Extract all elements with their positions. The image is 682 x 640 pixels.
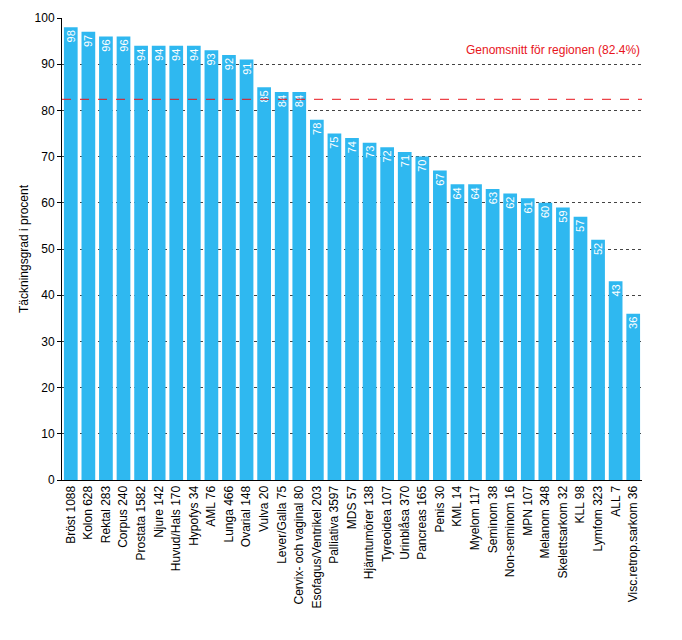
- svg-text:MDS 57: MDS 57: [345, 485, 359, 529]
- svg-text:100: 100: [35, 11, 55, 25]
- svg-text:AML 76: AML 76: [204, 485, 218, 526]
- svg-text:93: 93: [205, 53, 217, 65]
- svg-text:10: 10: [41, 427, 55, 441]
- svg-text:Skelettsarkom 32: Skelettsarkom 32: [556, 485, 570, 578]
- svg-text:Prostata 1582: Prostata 1582: [134, 485, 148, 560]
- svg-text:62: 62: [504, 197, 516, 209]
- svg-text:78: 78: [311, 123, 323, 135]
- svg-text:Hjärntumörer 138: Hjärntumörer 138: [362, 485, 376, 579]
- svg-text:96: 96: [118, 39, 130, 51]
- svg-text:Corpus 240: Corpus 240: [116, 485, 130, 547]
- svg-text:Seminom 38: Seminom 38: [486, 485, 500, 553]
- svg-text:61: 61: [522, 201, 534, 213]
- svg-text:80: 80: [41, 104, 55, 118]
- svg-text:94: 94: [188, 49, 200, 61]
- svg-text:94: 94: [153, 49, 165, 61]
- svg-text:43: 43: [610, 284, 622, 296]
- svg-text:ALL 7: ALL 7: [609, 485, 623, 516]
- svg-text:Genomsnitt för regionen (82.4%: Genomsnitt för regionen (82.4%): [466, 43, 640, 57]
- svg-text:Tyreoidea 107: Tyreoidea 107: [380, 485, 394, 561]
- svg-text:Penis 30: Penis 30: [433, 485, 447, 532]
- svg-text:Njure 142: Njure 142: [152, 485, 166, 537]
- svg-text:KML 14: KML 14: [450, 485, 464, 526]
- svg-text:84: 84: [293, 95, 305, 107]
- svg-text:67: 67: [434, 173, 446, 185]
- svg-text:Bröst 1088: Bröst 1088: [64, 485, 78, 543]
- svg-text:Pancreas 165: Pancreas 165: [415, 485, 429, 559]
- svg-text:64: 64: [451, 187, 463, 199]
- svg-text:71: 71: [399, 155, 411, 167]
- svg-text:59: 59: [557, 210, 569, 222]
- svg-text:Hypofys 34: Hypofys 34: [187, 485, 201, 545]
- svg-text:85: 85: [258, 90, 270, 102]
- svg-text:74: 74: [346, 141, 358, 153]
- svg-text:90: 90: [41, 57, 55, 71]
- svg-text:Ovarial 148: Ovarial 148: [239, 485, 253, 547]
- svg-text:94: 94: [170, 49, 182, 61]
- svg-text:Cervix- och vaginal 80: Cervix- och vaginal 80: [292, 485, 306, 604]
- svg-text:91: 91: [241, 63, 253, 75]
- svg-text:92: 92: [223, 58, 235, 70]
- svg-text:20: 20: [41, 381, 55, 395]
- svg-text:84: 84: [276, 95, 288, 107]
- svg-text:64: 64: [469, 187, 481, 199]
- svg-text:Täckningsgrad i procent: Täckningsgrad i procent: [17, 184, 31, 313]
- svg-text:Kolon 628: Kolon 628: [81, 485, 95, 539]
- svg-text:Rektal 283: Rektal 283: [99, 485, 113, 543]
- svg-text:0: 0: [48, 473, 55, 487]
- svg-text:50: 50: [41, 242, 55, 256]
- svg-text:40: 40: [41, 288, 55, 302]
- svg-text:96: 96: [100, 39, 112, 51]
- svg-text:63: 63: [487, 192, 499, 204]
- svg-text:57: 57: [574, 220, 586, 232]
- svg-text:52: 52: [592, 243, 604, 255]
- svg-text:98: 98: [65, 30, 77, 42]
- svg-text:Esofagus/Ventrikel 203: Esofagus/Ventrikel 203: [310, 485, 324, 608]
- svg-text:MPN 107: MPN 107: [521, 485, 535, 535]
- svg-text:Lunga 466: Lunga 466: [222, 485, 236, 542]
- svg-text:94: 94: [135, 49, 147, 61]
- svg-text:73: 73: [364, 146, 376, 158]
- svg-text:Melanom 348: Melanom 348: [538, 485, 552, 558]
- svg-text:75: 75: [328, 137, 340, 149]
- svg-text:Visc.retrop.sarkom 36: Visc.retrop.sarkom 36: [626, 485, 640, 602]
- svg-text:60: 60: [539, 206, 551, 218]
- svg-text:Non-seminom 16: Non-seminom 16: [503, 485, 517, 577]
- svg-text:KLL 98: KLL 98: [573, 485, 587, 523]
- svg-text:36: 36: [627, 317, 639, 329]
- svg-text:Myelom 117: Myelom 117: [468, 485, 482, 550]
- svg-text:72: 72: [381, 150, 393, 162]
- svg-text:Vulva 20: Vulva 20: [257, 485, 271, 532]
- svg-text:Lever/Galla 75: Lever/Galla 75: [275, 485, 289, 563]
- svg-text:97: 97: [82, 35, 94, 47]
- svg-text:Huvud/Hals 170: Huvud/Hals 170: [169, 485, 183, 571]
- svg-text:70: 70: [416, 160, 428, 172]
- svg-text:30: 30: [41, 335, 55, 349]
- svg-text:Urinblåsa 370: Urinblåsa 370: [398, 485, 412, 559]
- svg-text:Lymfom 323: Lymfom 323: [591, 485, 605, 551]
- svg-text:60: 60: [41, 196, 55, 210]
- svg-text:70: 70: [41, 150, 55, 164]
- svg-text:Palliativa 3597: Palliativa 3597: [327, 485, 341, 563]
